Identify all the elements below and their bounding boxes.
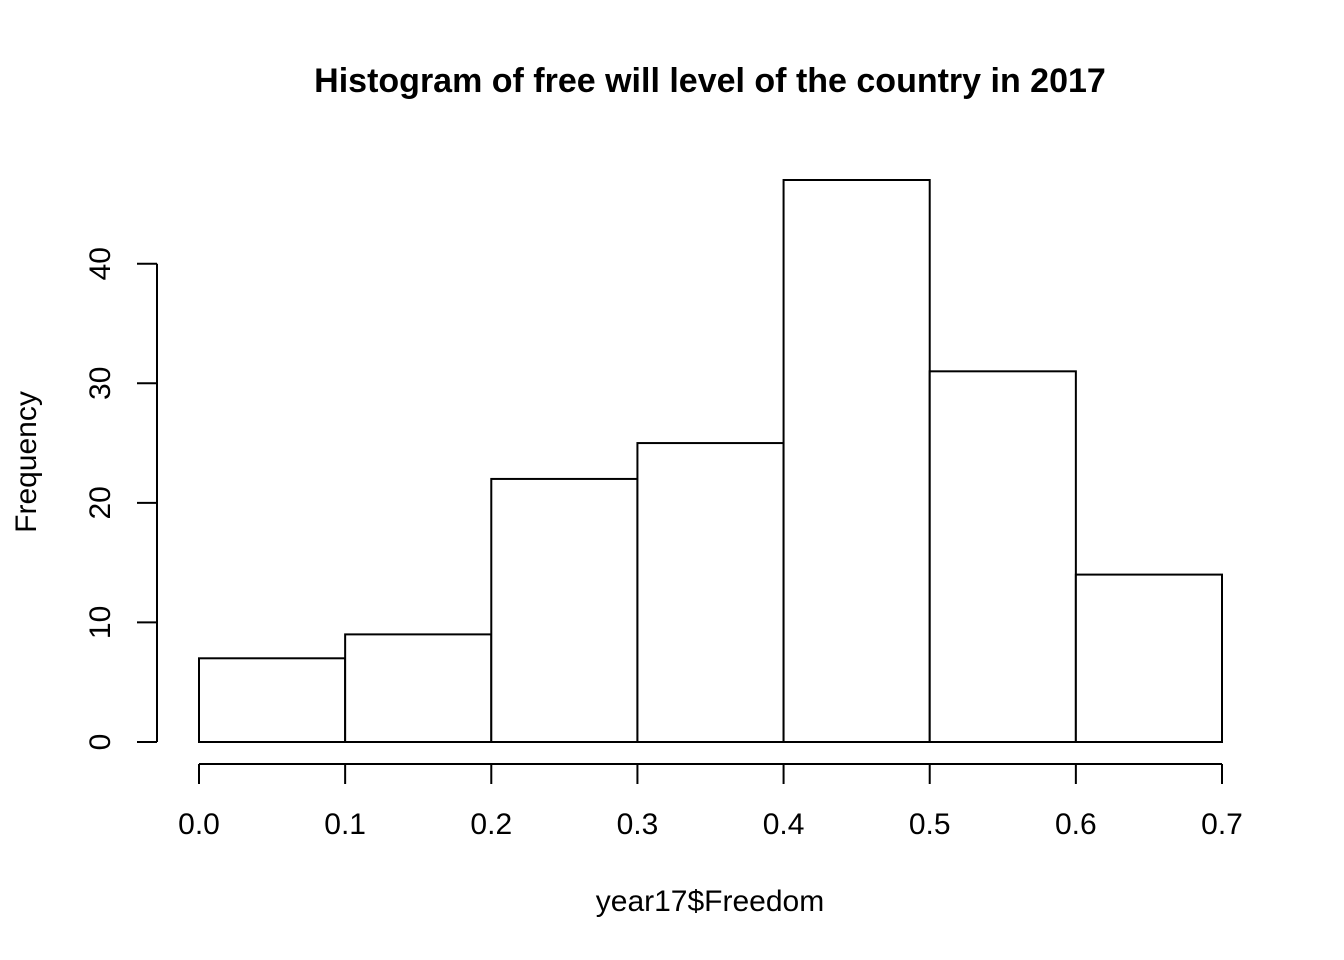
bars <box>198 179 1224 744</box>
x-tick-label: 0.6 <box>1055 808 1097 841</box>
histogram-bar-4 <box>782 179 931 743</box>
histogram-bar-2 <box>490 477 639 743</box>
y-tick-label: 10 <box>84 606 117 639</box>
x-tick-label: 0.5 <box>909 808 951 841</box>
x-tick-label: 0.0 <box>178 808 220 841</box>
histogram-bar-1 <box>344 633 493 744</box>
y-axis-label: Frequency <box>10 391 43 533</box>
y-tick-label: 20 <box>84 486 117 519</box>
x-tick-label: 0.7 <box>1201 808 1243 841</box>
x-tick-label: 0.1 <box>324 808 366 841</box>
y-tick-label: 40 <box>84 247 117 280</box>
x-axis-label: year17$Freedom <box>596 885 824 918</box>
x-tick-label: 0.3 <box>617 808 659 841</box>
histogram-bar-6 <box>1074 573 1224 744</box>
y-tick-label: 30 <box>84 367 117 400</box>
chart-title: Histogram of free will level of the coun… <box>314 62 1106 100</box>
x-axis: 0.0 0.1 0.2 0.3 0.4 0.5 0.6 0.7 <box>178 763 1243 841</box>
y-tick-label: 0 <box>84 734 117 751</box>
y-axis: 0 10 20 30 40 <box>84 247 158 751</box>
histogram-bar-3 <box>636 442 785 743</box>
x-tick-label: 0.2 <box>470 808 512 841</box>
x-tick-label: 0.4 <box>763 808 805 841</box>
histogram-bar-0 <box>198 657 347 743</box>
histogram-bar-5 <box>928 370 1077 743</box>
